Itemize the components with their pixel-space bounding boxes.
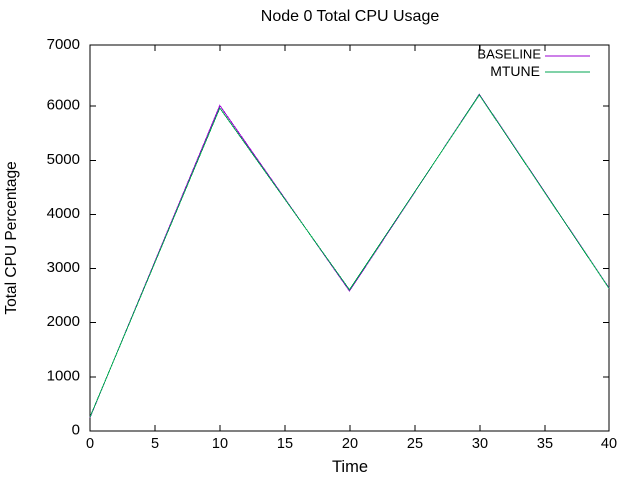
svg-text:Node 0 Total CPU Usage: Node 0 Total CPU Usage: [261, 8, 440, 25]
svg-text:1000: 1000: [47, 367, 80, 384]
svg-text:Time: Time: [332, 458, 368, 476]
svg-text:7000: 7000: [47, 36, 80, 53]
svg-text:0: 0: [72, 422, 80, 439]
svg-text:4000: 4000: [47, 205, 80, 222]
svg-text:2000: 2000: [47, 313, 80, 330]
svg-text:40: 40: [601, 436, 617, 452]
svg-text:3000: 3000: [47, 259, 80, 276]
svg-text:MTUNE: MTUNE: [490, 63, 540, 79]
svg-text:15: 15: [277, 436, 293, 452]
svg-text:20: 20: [342, 436, 358, 452]
svg-text:5000: 5000: [47, 151, 80, 168]
svg-text:30: 30: [472, 436, 488, 452]
svg-text:35: 35: [537, 436, 553, 452]
svg-text:BASELINE: BASELINE: [477, 47, 541, 62]
svg-text:Total CPU Percentage: Total CPU Percentage: [3, 161, 20, 314]
svg-text:5: 5: [151, 436, 159, 452]
svg-text:10: 10: [212, 436, 228, 452]
svg-text:25: 25: [407, 436, 423, 452]
svg-text:6000: 6000: [47, 97, 80, 114]
svg-text:0: 0: [86, 436, 94, 452]
